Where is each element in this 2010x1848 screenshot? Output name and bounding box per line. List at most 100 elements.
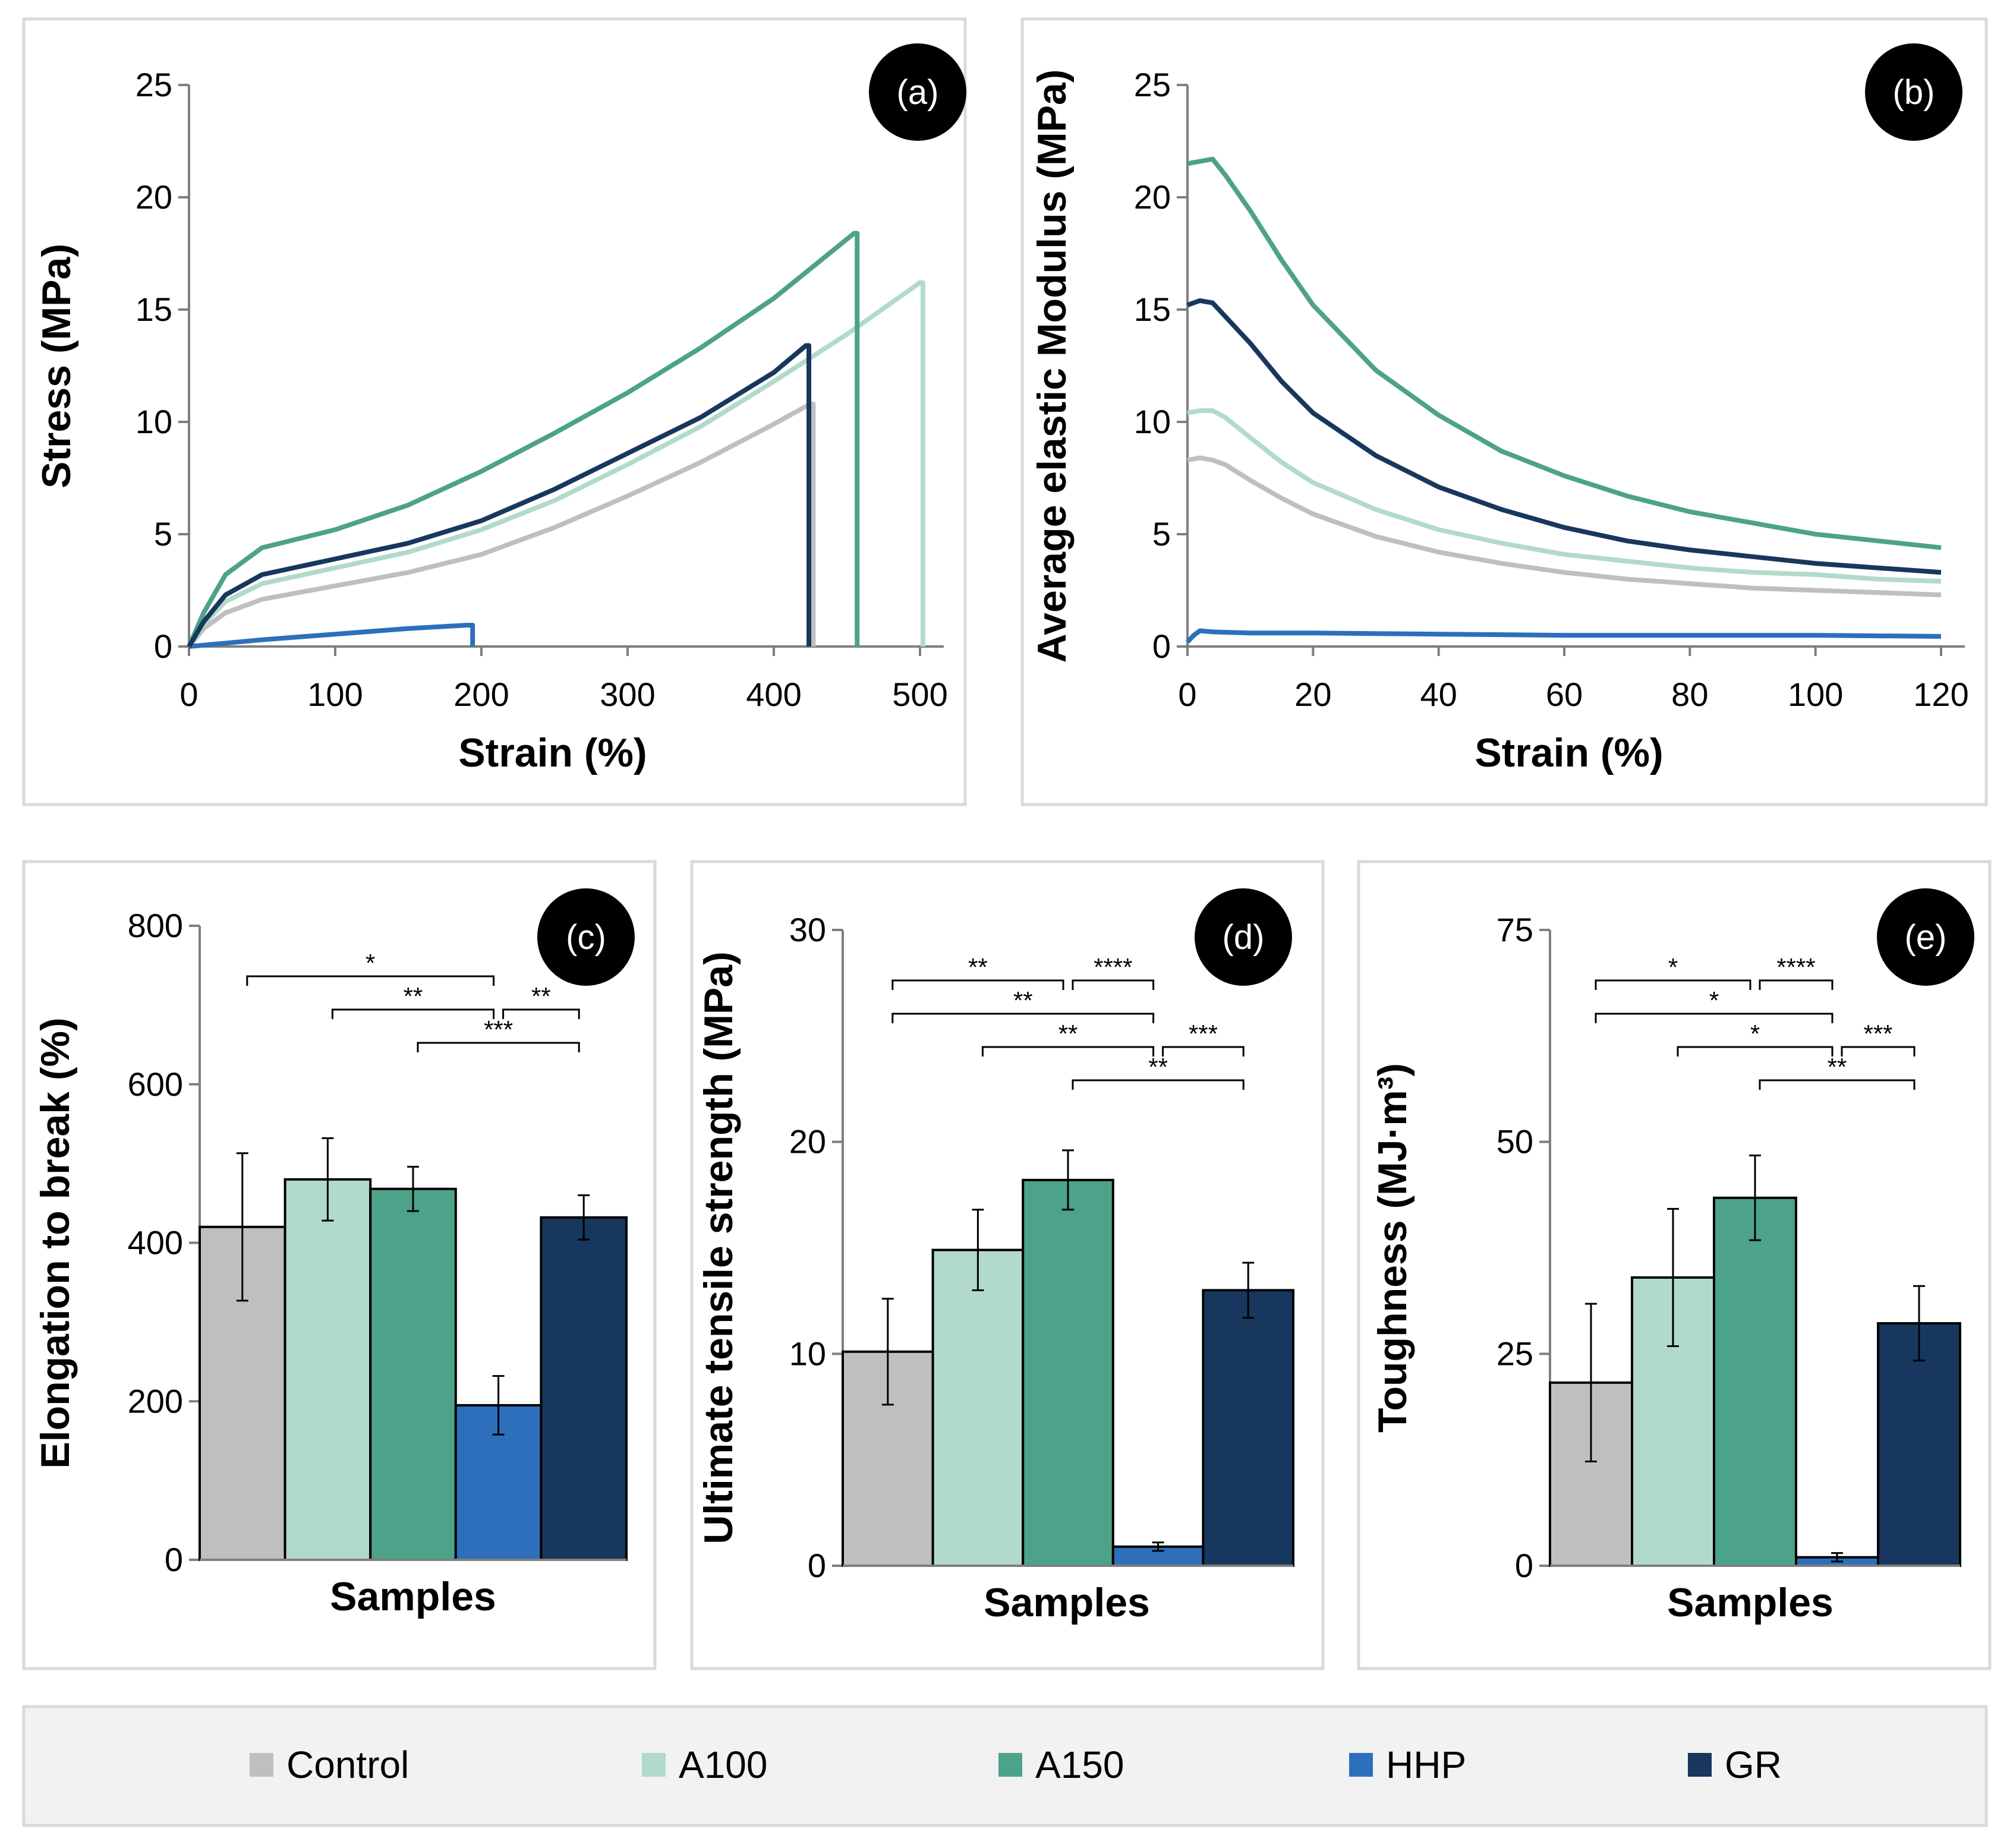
legend-swatch-a150 — [998, 1753, 1022, 1777]
y-tick-label: 20 — [789, 1123, 826, 1160]
significance-bracket — [331, 1008, 495, 1019]
significance-label: ** — [1013, 986, 1033, 1014]
y-axis-title: Toughness (MJ·m³) — [1370, 1063, 1415, 1433]
significance-bracket — [1759, 1079, 1916, 1090]
y-tick-label: 0 — [165, 1541, 183, 1578]
chart-panel-1: 0 5 10 15 20 25 0 100 200 300 400 500 (a) Strain (%) S… — [22, 17, 967, 806]
x-tick-label: 40 — [1420, 676, 1457, 713]
y-tick-label: 5 — [154, 515, 172, 553]
significance-bracket — [246, 975, 495, 986]
series-line-a150 — [187, 231, 860, 648]
significance-bracket — [1595, 979, 1751, 990]
y-tick-label: 10 — [1134, 403, 1171, 440]
series-line-a100 — [1187, 408, 1942, 584]
significance-label: * — [1750, 1020, 1760, 1048]
y-axis-title: Stress (MPa) — [34, 244, 79, 488]
significance-bracket — [1595, 1013, 1833, 1023]
significance-bracket — [502, 1008, 580, 1019]
x-tick-label: 20 — [1294, 676, 1331, 713]
significance-label: * — [366, 949, 375, 977]
chart-panel-2: 0 5 10 15 20 25 0 20 40 60 80 100 120 (b) Strain (%) Av… — [1020, 17, 1988, 806]
series-line-a150 — [1187, 156, 1942, 550]
y-tick-label: 25 — [136, 66, 172, 103]
significance-bracket — [1841, 1046, 1916, 1057]
y-tick-label: 30 — [789, 911, 826, 948]
significance-label: * — [1709, 986, 1719, 1014]
y-tick-label: 5 — [1152, 515, 1171, 553]
series-line-gr — [187, 343, 811, 648]
series-line-control — [187, 401, 816, 648]
y-tick-label: 0 — [1515, 1547, 1533, 1584]
y-tick-label: 800 — [128, 907, 183, 944]
panel-badge — [1195, 888, 1292, 986]
panel-label: (d) — [1223, 918, 1265, 957]
panel-badge — [869, 43, 966, 141]
legend-swatch-hhp — [1349, 1753, 1373, 1777]
significance-bracket — [1162, 1046, 1245, 1057]
panel-frame — [1020, 17, 1988, 806]
significance-label: *** — [484, 1016, 513, 1043]
x-tick-label: 80 — [1671, 676, 1708, 713]
legend-swatch-a100 — [642, 1753, 666, 1777]
significance-bracket — [1072, 1079, 1245, 1090]
x-tick-label: 100 — [307, 676, 363, 713]
bar-gr — [1202, 1289, 1295, 1567]
y-tick-label: 25 — [1134, 66, 1171, 103]
bar-gr — [540, 1216, 628, 1562]
significance-label: **** — [1776, 953, 1815, 981]
x-axis-title: Samples — [330, 1574, 496, 1619]
x-tick-label: 200 — [453, 676, 509, 713]
panel-badge — [537, 888, 635, 986]
significance-bracket — [1677, 1046, 1833, 1057]
x-tick-label: 0 — [1178, 676, 1196, 713]
x-axis-title: Strain (%) — [1475, 730, 1663, 775]
bar-a100 — [283, 1178, 372, 1562]
legend-label-control: Control — [286, 1743, 409, 1786]
x-axis-title: Strain (%) — [458, 730, 647, 775]
significance-label: *** — [1863, 1020, 1892, 1048]
legend-swatch-control — [250, 1753, 273, 1777]
y-tick-label: 200 — [128, 1382, 183, 1420]
bar-a150 — [1022, 1178, 1114, 1568]
significance-bracket — [891, 979, 1064, 990]
panel-label: (c) — [566, 918, 606, 957]
bar-a150 — [1713, 1196, 1797, 1567]
x-axis-title: Samples — [1667, 1580, 1833, 1625]
x-tick-label: 0 — [179, 676, 198, 713]
legend-label-a100: A100 — [679, 1743, 767, 1786]
series-line-a100 — [187, 280, 925, 648]
y-tick-label: 15 — [1134, 291, 1171, 328]
significance-label: ** — [968, 953, 988, 981]
legend-swatch-gr — [1688, 1753, 1712, 1777]
y-tick-label: 75 — [1497, 911, 1533, 948]
legend: Control A100 A150 HHP GR — [22, 1705, 1988, 1827]
x-tick-label: 500 — [892, 676, 947, 713]
x-axis-title: Samples — [984, 1580, 1150, 1625]
significance-label: *** — [1189, 1020, 1218, 1048]
y-tick-label: 400 — [128, 1224, 183, 1262]
significance-bracket — [891, 1013, 1155, 1023]
x-tick-label: 400 — [746, 676, 801, 713]
panel-label: (e) — [1905, 918, 1947, 957]
y-tick-label: 50 — [1497, 1123, 1533, 1160]
y-axis-title: Elongation to break (%) — [33, 1017, 78, 1468]
y-tick-label: 600 — [128, 1065, 183, 1103]
y-tick-label: 25 — [1497, 1335, 1533, 1372]
significance-bracket — [417, 1042, 580, 1052]
panel-badge — [1877, 888, 1974, 986]
panel-label: (b) — [1893, 73, 1935, 112]
series-line-hhp — [1186, 628, 1942, 644]
significance-label: ** — [404, 982, 423, 1010]
legend-label-hhp: HHP — [1386, 1743, 1466, 1786]
x-tick-label: 60 — [1546, 676, 1583, 713]
significance-bracket — [1072, 979, 1155, 990]
y-axis-title: Average elastic Modulus (MPa) — [1029, 70, 1075, 663]
significance-label: ** — [531, 982, 551, 1010]
significance-label: * — [1668, 953, 1678, 981]
y-tick-label: 0 — [154, 627, 172, 665]
y-tick-label: 0 — [808, 1547, 826, 1584]
